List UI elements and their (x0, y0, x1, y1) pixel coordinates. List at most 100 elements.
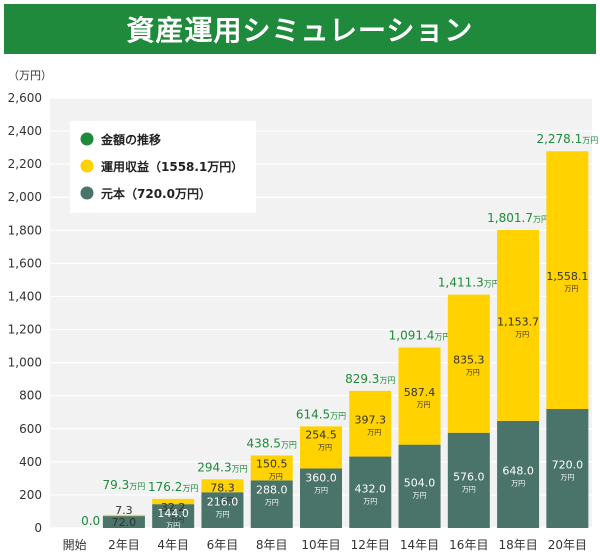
y-tick-label: 200 (19, 488, 42, 502)
bar-gain (152, 498, 195, 505)
y-tick-label: 400 (19, 455, 42, 469)
total-label: 294.3万円 (197, 460, 247, 474)
y-axis-unit: （万円） (8, 69, 52, 82)
bar-principal (398, 444, 441, 528)
legend-marker (80, 186, 94, 200)
bar-principal (102, 516, 145, 528)
y-tick-label: 800 (19, 389, 42, 403)
total-unit: 万円 (484, 280, 500, 289)
legend-label: 運用収益（1558.1万円） (101, 159, 243, 174)
principal-value-unit: 万円 (413, 491, 427, 499)
bar-gain (546, 151, 589, 409)
x-tick-label: 2年目 (108, 538, 140, 552)
bar-gain (398, 347, 441, 445)
legend-label: 金額の推移 (100, 132, 161, 147)
bar-principal (497, 420, 540, 528)
gain-value-unit: 万円 (515, 330, 529, 338)
gain-value-label: 32.2 (161, 501, 186, 514)
x-tick-label: 20年目 (548, 538, 587, 552)
total-unit: 万円 (129, 482, 145, 491)
total-label: 1,411.3万円 (438, 276, 500, 290)
principal-value-unit: 万円 (462, 485, 476, 493)
y-tick-label: 2,000 (8, 190, 42, 204)
principal-value-label: 72.0 (112, 516, 137, 529)
legend-label: 元本（720.0万円） (101, 186, 211, 201)
x-tick-label: 18年目 (498, 538, 537, 552)
y-tick-label: 2,600 (8, 91, 42, 105)
principal-value-unit: 万円 (215, 510, 229, 518)
gain-value-label: 254.5 (305, 428, 337, 441)
y-tick-label: 0 (34, 521, 42, 535)
gain-value-unit: 万円 (466, 369, 480, 377)
x-tick-label: 6年目 (207, 538, 239, 552)
bar-principal (250, 480, 293, 528)
page-title-banner: 資産運用シミュレーション (4, 4, 596, 54)
bar-gain (201, 479, 244, 493)
bar-principal (152, 504, 195, 528)
y-tick-label: 1,800 (8, 223, 42, 237)
principal-value-label: 216.0 (207, 495, 239, 508)
bar-principal (201, 492, 244, 528)
total-unit: 万円 (434, 332, 450, 341)
principal-value-label: 720.0 (552, 458, 584, 471)
x-tick-label: 14年目 (400, 538, 439, 552)
bar-gain (497, 230, 540, 421)
total-label: 2,278.1万円 (536, 132, 598, 146)
principal-value-unit: 万円 (363, 497, 377, 505)
x-tick-label: 10年目 (301, 538, 340, 552)
x-tick-label: 8年目 (256, 538, 288, 552)
bar-gain (102, 514, 145, 517)
total-unit: 万円 (533, 215, 549, 224)
total-label: 1,801.7万円 (487, 211, 549, 225)
gain-value-label: 150.5 (256, 457, 288, 470)
legend-marker (80, 159, 94, 173)
bar-gain (349, 390, 392, 457)
total-label: 176.2万円 (148, 480, 198, 494)
principal-value-unit: 万円 (511, 479, 525, 487)
x-tick-label: 12年目 (351, 538, 390, 552)
principal-value-unit: 万円 (265, 498, 279, 506)
total-label: 829.3万円 (345, 372, 395, 386)
page-title: 資産運用シミュレーション (126, 14, 474, 47)
y-tick-label: 1,400 (8, 289, 42, 303)
principal-value-unit: 万円 (314, 486, 328, 494)
total-unit: 万円 (281, 440, 297, 449)
principal-value-label: 648.0 (502, 464, 534, 477)
bar-gain (300, 426, 342, 469)
principal-value-unit: 万円 (560, 473, 574, 481)
bar-gain (447, 294, 490, 433)
legend-box (70, 121, 256, 213)
legend-marker (80, 132, 94, 146)
x-tick-label: 16年目 (449, 538, 488, 552)
principal-value-label: 504.0 (404, 476, 436, 489)
gain-value-label: 1,558.1 (546, 270, 588, 283)
y-tick-label: 1,000 (8, 356, 42, 370)
gain-value-unit: 万円 (269, 472, 283, 480)
principal-value-unit: 万円 (166, 522, 180, 530)
bar-principal (300, 468, 342, 528)
total-unit: 万円 (379, 376, 395, 385)
gain-value-label: 7.3 (115, 504, 133, 517)
bar-principal (546, 408, 589, 528)
bar-gain (250, 455, 293, 481)
total-unit: 万円 (232, 464, 248, 473)
total-label: 438.5万円 (247, 436, 297, 450)
y-tick-label: 2,200 (8, 157, 42, 171)
gain-value-unit: 万円 (417, 401, 431, 409)
total-unit: 万円 (182, 484, 198, 493)
gain-value-unit: 万円 (564, 285, 578, 293)
y-tick-label: 1,600 (8, 256, 42, 270)
principal-value-label: 360.0 (305, 471, 337, 484)
principal-value-label: 144.0 (157, 507, 189, 520)
gain-value-label: 397.3 (355, 414, 387, 427)
gain-value-unit: 万円 (318, 443, 332, 451)
y-tick-label: 2,400 (8, 124, 42, 138)
x-tick-label: 開始 (63, 538, 87, 552)
total-label: 1,091.4万円 (389, 328, 451, 342)
total-label: 614.5万円 (296, 407, 346, 421)
gain-value-unit: 万円 (170, 516, 184, 524)
gain-value-label: 587.4 (404, 386, 436, 399)
total-label: 79.3万円 (103, 478, 146, 492)
principal-value-label: 432.0 (355, 482, 387, 495)
